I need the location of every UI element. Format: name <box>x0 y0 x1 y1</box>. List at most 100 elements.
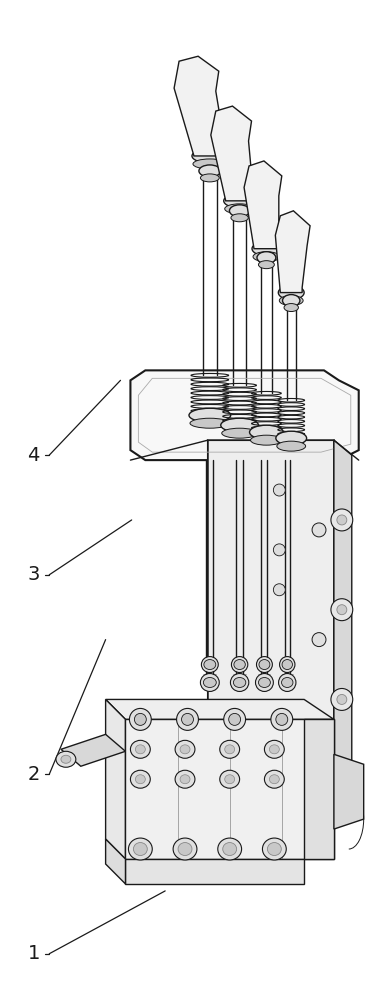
Ellipse shape <box>178 843 192 856</box>
Ellipse shape <box>182 713 194 725</box>
Polygon shape <box>244 161 282 249</box>
Ellipse shape <box>218 838 242 860</box>
Ellipse shape <box>273 484 285 496</box>
Ellipse shape <box>337 605 347 615</box>
Ellipse shape <box>199 165 221 177</box>
Ellipse shape <box>130 740 150 758</box>
Ellipse shape <box>230 205 250 217</box>
Ellipse shape <box>278 286 304 300</box>
Polygon shape <box>275 211 310 293</box>
Ellipse shape <box>180 745 190 754</box>
Ellipse shape <box>277 441 306 451</box>
Ellipse shape <box>56 751 76 767</box>
Ellipse shape <box>257 252 276 264</box>
Ellipse shape <box>282 678 293 687</box>
Ellipse shape <box>255 674 273 691</box>
Ellipse shape <box>273 584 285 596</box>
Ellipse shape <box>220 770 240 788</box>
Ellipse shape <box>180 775 190 784</box>
Ellipse shape <box>221 418 258 432</box>
Ellipse shape <box>269 775 279 784</box>
Ellipse shape <box>251 435 282 445</box>
Text: 3: 3 <box>27 565 40 584</box>
Ellipse shape <box>189 408 231 422</box>
Ellipse shape <box>224 708 246 730</box>
Polygon shape <box>208 440 334 829</box>
Ellipse shape <box>193 159 227 169</box>
Ellipse shape <box>200 674 219 691</box>
Ellipse shape <box>331 509 353 531</box>
Ellipse shape <box>234 660 245 670</box>
Ellipse shape <box>312 633 326 647</box>
Ellipse shape <box>284 304 298 312</box>
Ellipse shape <box>177 708 198 730</box>
Ellipse shape <box>258 678 270 687</box>
Polygon shape <box>106 699 126 859</box>
Ellipse shape <box>282 660 292 670</box>
Ellipse shape <box>273 544 285 556</box>
Ellipse shape <box>231 214 248 222</box>
Ellipse shape <box>129 838 152 860</box>
Ellipse shape <box>259 660 270 670</box>
Polygon shape <box>208 789 334 841</box>
Text: 2: 2 <box>27 765 40 784</box>
Ellipse shape <box>337 515 347 525</box>
Ellipse shape <box>175 770 195 788</box>
Ellipse shape <box>312 523 326 537</box>
Ellipse shape <box>225 775 235 784</box>
Ellipse shape <box>225 745 235 754</box>
Ellipse shape <box>269 745 279 754</box>
Polygon shape <box>211 106 254 201</box>
Polygon shape <box>61 734 126 766</box>
Ellipse shape <box>233 678 246 687</box>
Polygon shape <box>130 370 359 460</box>
Ellipse shape <box>267 843 281 856</box>
Ellipse shape <box>331 688 353 710</box>
Ellipse shape <box>249 425 283 439</box>
Ellipse shape <box>223 843 237 856</box>
Polygon shape <box>126 859 304 884</box>
Ellipse shape <box>129 708 151 730</box>
Ellipse shape <box>276 713 288 725</box>
Ellipse shape <box>130 770 150 788</box>
Ellipse shape <box>230 674 249 691</box>
Ellipse shape <box>282 295 300 307</box>
Polygon shape <box>174 56 226 156</box>
Ellipse shape <box>256 657 272 673</box>
Ellipse shape <box>252 242 281 256</box>
Ellipse shape <box>337 694 347 704</box>
Polygon shape <box>334 440 352 801</box>
Ellipse shape <box>262 838 286 860</box>
Ellipse shape <box>201 657 218 673</box>
Polygon shape <box>106 699 334 719</box>
Polygon shape <box>126 719 334 859</box>
Text: 1: 1 <box>27 944 40 963</box>
Ellipse shape <box>279 296 303 306</box>
Ellipse shape <box>190 418 230 428</box>
Ellipse shape <box>222 428 258 438</box>
Ellipse shape <box>258 261 274 269</box>
Ellipse shape <box>220 740 240 758</box>
Ellipse shape <box>134 843 147 856</box>
Polygon shape <box>304 719 334 859</box>
Ellipse shape <box>264 770 284 788</box>
Ellipse shape <box>204 660 216 670</box>
Ellipse shape <box>229 713 241 725</box>
Ellipse shape <box>276 431 307 445</box>
Ellipse shape <box>264 740 284 758</box>
Ellipse shape <box>200 174 219 182</box>
Ellipse shape <box>231 657 248 673</box>
Ellipse shape <box>279 674 296 691</box>
Ellipse shape <box>331 599 353 621</box>
Ellipse shape <box>61 755 71 763</box>
Ellipse shape <box>224 194 255 208</box>
Ellipse shape <box>271 708 293 730</box>
Ellipse shape <box>203 678 216 687</box>
Ellipse shape <box>134 713 146 725</box>
Polygon shape <box>334 754 364 829</box>
Polygon shape <box>106 839 126 884</box>
Text: 4: 4 <box>27 446 40 465</box>
Ellipse shape <box>135 745 146 754</box>
Ellipse shape <box>175 740 195 758</box>
Ellipse shape <box>225 204 255 214</box>
